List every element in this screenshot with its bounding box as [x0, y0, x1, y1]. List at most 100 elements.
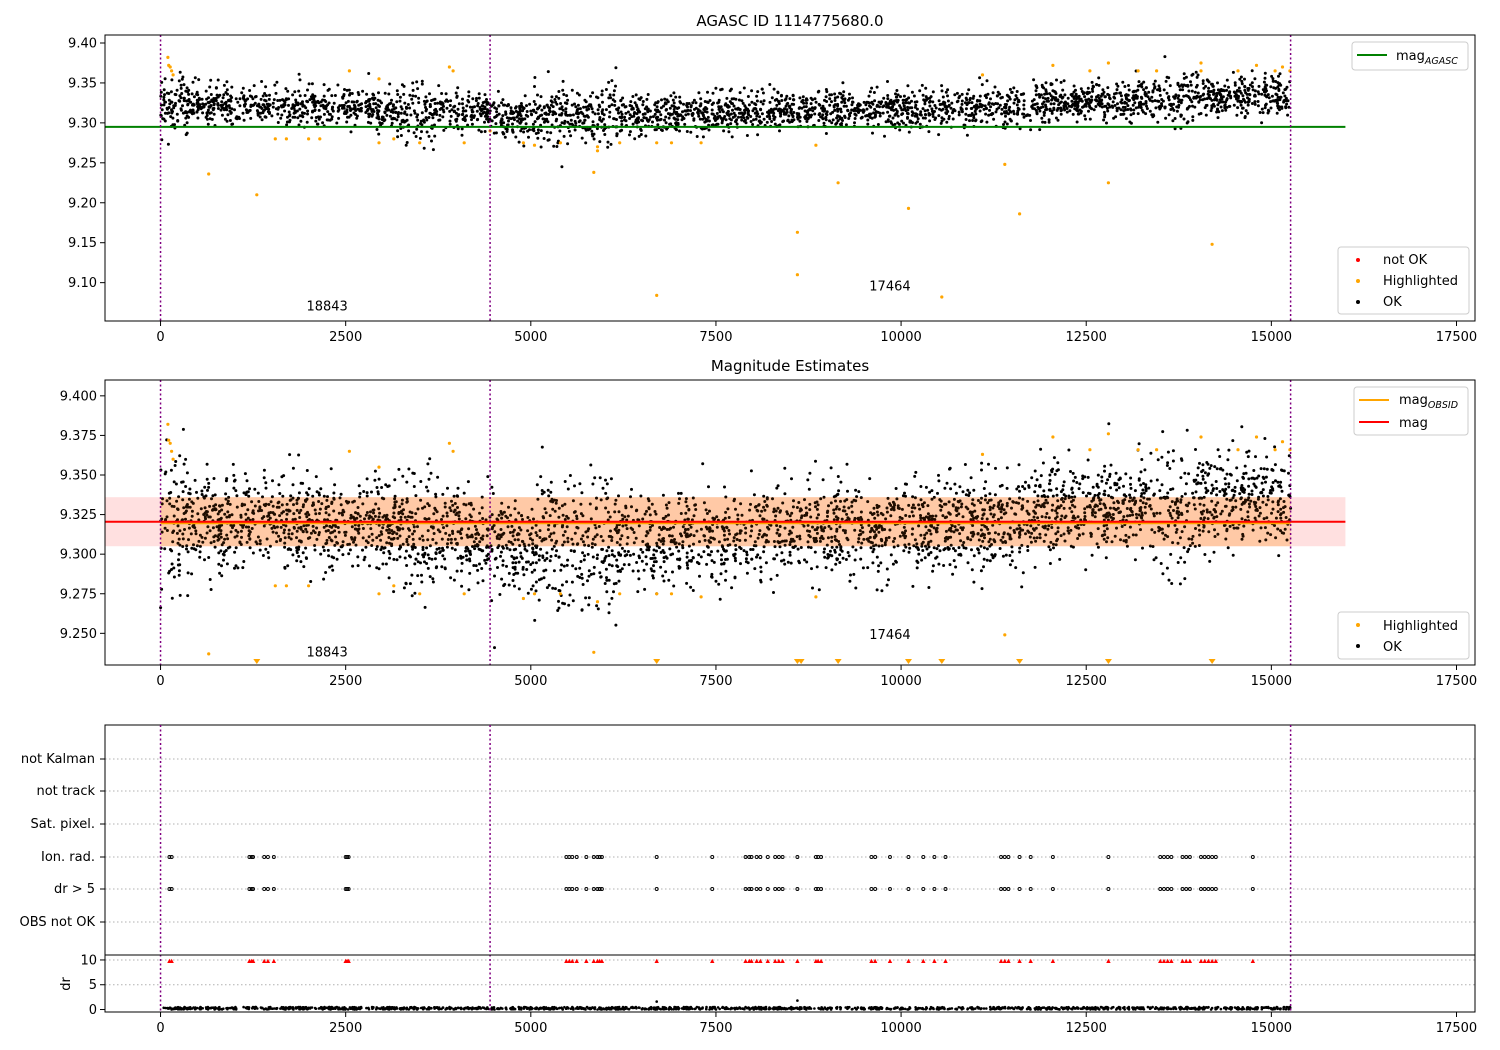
ok-point: [312, 97, 316, 101]
ok-point: [1221, 95, 1225, 99]
ok-point: [1193, 90, 1197, 94]
ok-point: [549, 554, 553, 558]
highlighted-point: [1236, 69, 1240, 73]
ok-point: [1232, 103, 1236, 107]
ok-point: [467, 94, 471, 98]
ok-point: [299, 119, 303, 123]
ok-point: [470, 118, 473, 122]
highlighted-point: [207, 172, 211, 176]
ok-point: [828, 93, 832, 97]
ok-point: [805, 120, 809, 123]
ok-point: [761, 91, 765, 95]
ok-point: [221, 103, 225, 107]
ok-point: [1062, 101, 1066, 105]
ok-point: [431, 148, 435, 152]
ok-point: [1156, 120, 1160, 124]
ok-point: [800, 106, 804, 110]
ok-point: [1061, 95, 1065, 99]
ok-point: [212, 99, 216, 103]
ok-point: [517, 140, 521, 144]
ok-point: [440, 92, 444, 95]
ok-point: [729, 112, 733, 116]
ok-point: [1208, 466, 1212, 470]
ok-point: [1113, 92, 1116, 96]
ok-point: [906, 84, 910, 88]
ok-point: [873, 99, 877, 103]
ok-point: [209, 111, 213, 115]
ok-point: [549, 131, 553, 135]
ok-point: [674, 117, 678, 121]
ok-point: [461, 106, 465, 110]
ok-point: [1215, 467, 1219, 471]
ok-point: [549, 480, 553, 484]
ok-point: [1065, 107, 1069, 110]
ok-point: [984, 112, 988, 116]
ok-point: [1271, 79, 1275, 83]
ok-point: [833, 108, 837, 112]
ok-point: [487, 120, 490, 124]
ok-point: [853, 112, 857, 116]
ok-point: [592, 137, 596, 141]
ok-point: [351, 564, 355, 568]
ok-point: [491, 492, 495, 495]
ok-point: [306, 493, 310, 497]
ok-point: [951, 117, 955, 121]
ok-point: [1137, 80, 1141, 84]
ok-point: [1097, 76, 1101, 80]
ok-point: [955, 100, 959, 104]
ok-point: [437, 84, 441, 88]
ok-point: [442, 104, 445, 108]
ok-point: [915, 566, 919, 570]
ok-point: [841, 81, 845, 85]
ok-point: [972, 114, 976, 117]
ok-point: [208, 117, 212, 121]
ok-point: [1174, 93, 1178, 97]
ok-point: [1142, 80, 1146, 84]
ok-point: [869, 105, 873, 109]
ok-point: [425, 118, 429, 122]
ok-point: [566, 487, 570, 491]
ok-point: [542, 137, 546, 140]
ok-point: [224, 102, 228, 106]
ok-point: [564, 107, 568, 111]
ok-point: [678, 100, 682, 104]
ok-point: [899, 106, 903, 110]
ok-point: [842, 90, 846, 94]
ok-point: [706, 101, 710, 104]
ok-point: [374, 106, 378, 110]
ok-point: [1038, 109, 1042, 113]
ok-point: [1176, 96, 1180, 100]
ok-point: [485, 558, 489, 562]
ok-point: [752, 118, 756, 122]
ok-point: [1173, 96, 1177, 100]
ok-point: [1002, 123, 1005, 126]
ok-point: [703, 100, 707, 103]
ok-point: [1190, 100, 1194, 104]
ok-point: [958, 94, 962, 98]
ok-point: [1214, 97, 1218, 101]
ok-point: [377, 91, 380, 95]
ok-point: [775, 573, 779, 577]
x-tick-label: 5000: [514, 330, 547, 345]
ok-point: [858, 103, 862, 107]
ok-point: [1232, 90, 1236, 94]
ok-point: [1112, 116, 1116, 120]
x-tick-label: 2500: [329, 330, 362, 345]
ok-point: [1022, 99, 1026, 103]
ok-point: [1129, 108, 1133, 112]
ok-point: [380, 101, 383, 105]
ok-point: [211, 108, 215, 112]
ok-point: [852, 572, 856, 576]
ok-point: [685, 130, 689, 133]
ok-point: [195, 110, 199, 114]
ok-point: [918, 89, 922, 93]
ok-point: [991, 91, 995, 95]
ok-point: [1286, 113, 1290, 117]
ok-point: [181, 111, 185, 115]
ok-point: [401, 474, 405, 478]
ok-point: [660, 98, 663, 102]
ok-point: [476, 581, 480, 585]
ok-point: [222, 107, 226, 110]
ok-point: [1263, 71, 1267, 75]
ok-point: [861, 566, 865, 570]
